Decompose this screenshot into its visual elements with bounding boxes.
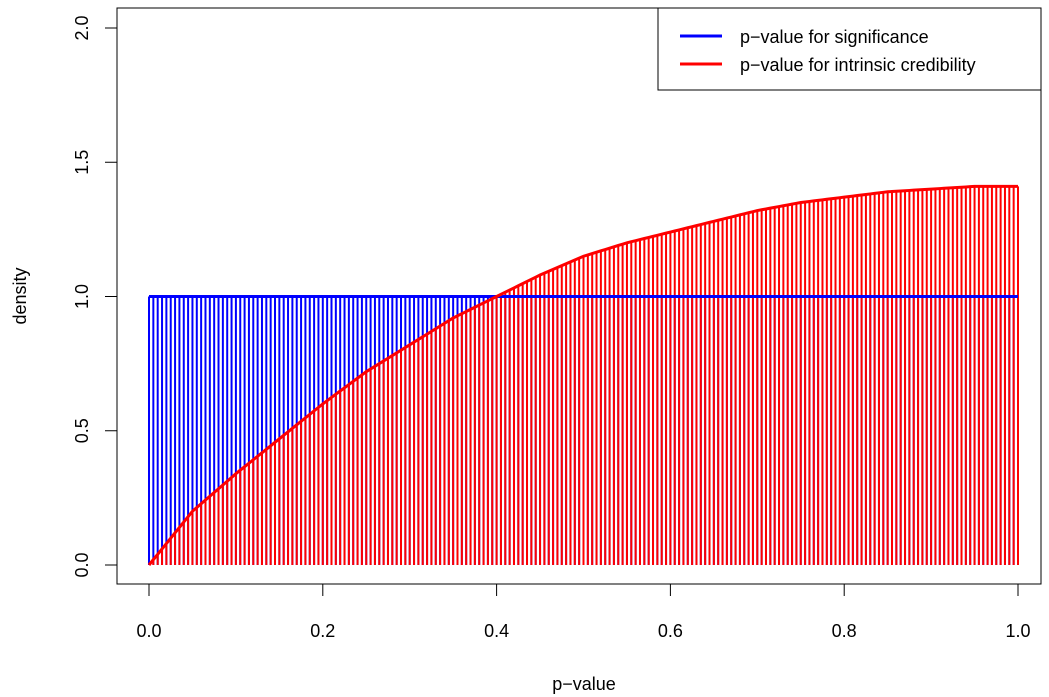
y-tick-label: 1.0 xyxy=(72,284,92,309)
legend-label-intrinsic-credibility: p−value for intrinsic credibility xyxy=(740,55,976,75)
x-tick-label: 1.0 xyxy=(1005,621,1030,641)
hatch-group-1 xyxy=(152,186,1019,565)
y-tick-label: 1.5 xyxy=(72,150,92,175)
x-axis-label: p−value xyxy=(552,674,616,694)
x-tick-label: 0.8 xyxy=(832,621,857,641)
legend-box xyxy=(657,7,1042,91)
series-line-1 xyxy=(147,184,1018,566)
x-tick-label: 0.4 xyxy=(484,621,509,641)
hatch-layer xyxy=(148,186,1019,565)
x-tick-label: 0.6 xyxy=(658,621,683,641)
y-tick-label: 0.5 xyxy=(72,418,92,443)
x-tick-label: 0.0 xyxy=(136,621,161,641)
y-tick-label: 2.0 xyxy=(72,15,92,40)
y-tick-label: 0.0 xyxy=(72,552,92,577)
curves-layer xyxy=(147,184,1018,566)
legend: p−value for significance p−value for int… xyxy=(657,7,1042,91)
y-axis: 0.0 0.5 1.0 1.5 2.0 xyxy=(72,15,118,578)
x-tick-label: 0.2 xyxy=(310,621,335,641)
legend-label-significance: p−value for significance xyxy=(740,27,929,47)
x-axis: 0.0 0.2 0.4 0.6 0.8 1.0 xyxy=(136,583,1031,641)
y-axis-label: density xyxy=(10,267,30,324)
